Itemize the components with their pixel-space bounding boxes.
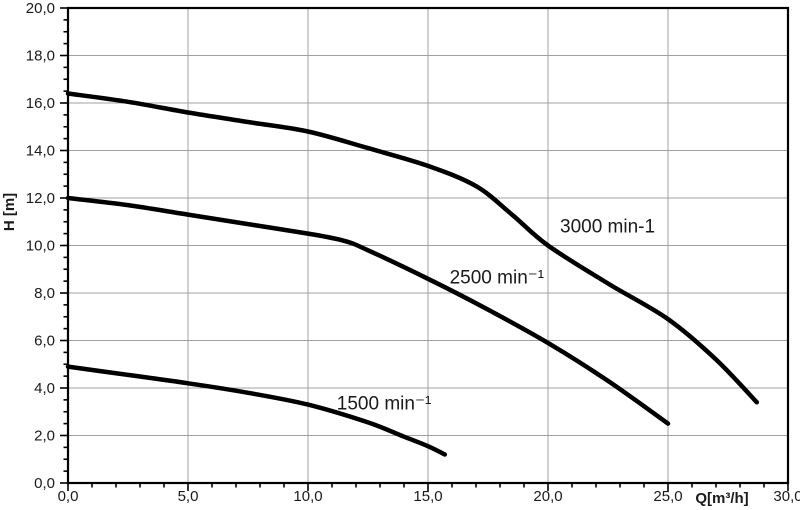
pump-curves: 3000 min-1 2500 min⁻¹ 1500 min⁻¹ [65, 91, 760, 457]
y-tick-label: 12,0 [26, 190, 55, 207]
x-tick-label: 20,0 [533, 488, 562, 505]
y-tick-label: 20,0 [26, 0, 55, 17]
curve-1500-rpm [65, 364, 448, 457]
gridlines [68, 8, 788, 483]
y-axis-title: H [m] [1, 193, 18, 231]
x-axis-title: Q[m³/h] [695, 490, 748, 507]
y-tick-label: 18,0 [26, 48, 55, 65]
y-tick-label: 4,0 [34, 380, 55, 397]
x-tick-labels: 0,0 5,0 10,0 15,0 20,0 25,0 30,0 [58, 488, 800, 505]
x-tick-label: 0,0 [58, 488, 79, 505]
x-tick-label: 5,0 [178, 488, 199, 505]
curve-2500-rpm [65, 195, 671, 426]
y-tick-label: 10,0 [26, 238, 55, 255]
y-tick-label: 6,0 [34, 333, 55, 350]
x-tick-label: 15,0 [413, 488, 442, 505]
y-tick-label: 14,0 [26, 143, 55, 160]
curve-label-1500-rpm: 1500 min⁻¹ [337, 393, 432, 414]
x-tick-label: 10,0 [293, 488, 322, 505]
y-tick-labels: 0,0 2,0 4,0 6,0 8,0 10,0 12,0 14,0 16,0 18,0 20,0 [26, 0, 55, 492]
x-tick-label: 25,0 [653, 488, 682, 505]
y-tick-label: 8,0 [34, 285, 55, 302]
curve-3000-rpm [65, 91, 760, 405]
plot-frame [66, 6, 790, 485]
axis-ticks [60, 7, 789, 491]
curve-label-2500-rpm: 2500 min⁻¹ [450, 268, 545, 289]
y-tick-label: 0,0 [34, 475, 55, 492]
y-tick-label: 2,0 [34, 428, 55, 445]
x-tick-label: 30,0 [773, 488, 800, 505]
y-tick-label: 16,0 [26, 95, 55, 112]
curve-label-3000-rpm: 3000 min-1 [560, 216, 655, 237]
